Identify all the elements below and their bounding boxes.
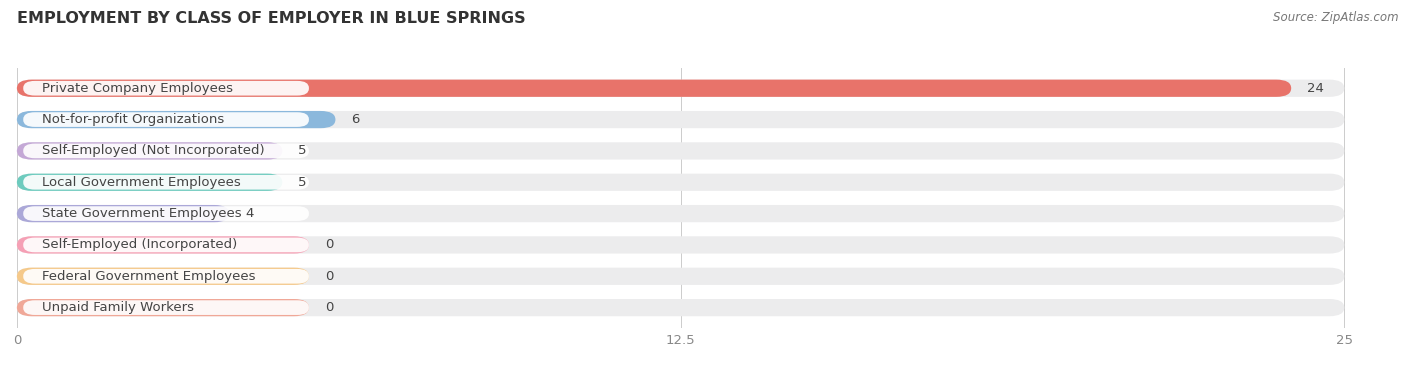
FancyBboxPatch shape (17, 80, 1291, 97)
Text: Private Company Employees: Private Company Employees (42, 82, 233, 95)
FancyBboxPatch shape (17, 236, 1344, 254)
Text: Self-Employed (Incorporated): Self-Employed (Incorporated) (42, 238, 238, 251)
Text: Not-for-profit Organizations: Not-for-profit Organizations (42, 113, 224, 126)
FancyBboxPatch shape (24, 238, 309, 252)
Text: EMPLOYMENT BY CLASS OF EMPLOYER IN BLUE SPRINGS: EMPLOYMENT BY CLASS OF EMPLOYER IN BLUE … (17, 11, 526, 26)
Text: Local Government Employees: Local Government Employees (42, 176, 240, 189)
FancyBboxPatch shape (24, 81, 309, 95)
FancyBboxPatch shape (17, 174, 1344, 191)
FancyBboxPatch shape (24, 112, 309, 127)
Text: Federal Government Employees: Federal Government Employees (42, 270, 256, 283)
FancyBboxPatch shape (17, 299, 309, 316)
FancyBboxPatch shape (17, 236, 309, 254)
FancyBboxPatch shape (17, 268, 309, 285)
Text: 6: 6 (352, 113, 360, 126)
Text: Self-Employed (Not Incorporated): Self-Employed (Not Incorporated) (42, 144, 264, 158)
FancyBboxPatch shape (24, 144, 309, 158)
FancyBboxPatch shape (24, 269, 309, 284)
Text: Source: ZipAtlas.com: Source: ZipAtlas.com (1274, 11, 1399, 24)
FancyBboxPatch shape (17, 268, 1344, 285)
FancyBboxPatch shape (17, 174, 283, 191)
FancyBboxPatch shape (17, 80, 1344, 97)
Text: Unpaid Family Workers: Unpaid Family Workers (42, 301, 194, 314)
FancyBboxPatch shape (17, 111, 1344, 128)
FancyBboxPatch shape (17, 142, 283, 159)
Text: 0: 0 (325, 270, 333, 283)
FancyBboxPatch shape (24, 300, 309, 315)
Text: State Government Employees: State Government Employees (42, 207, 242, 220)
FancyBboxPatch shape (17, 299, 1344, 316)
FancyBboxPatch shape (17, 205, 229, 222)
Text: 4: 4 (245, 207, 253, 220)
FancyBboxPatch shape (24, 175, 309, 190)
FancyBboxPatch shape (17, 205, 1344, 222)
Text: 0: 0 (325, 238, 333, 251)
FancyBboxPatch shape (24, 206, 309, 221)
Text: 24: 24 (1308, 82, 1324, 95)
Text: 5: 5 (298, 176, 307, 189)
Text: 0: 0 (325, 301, 333, 314)
FancyBboxPatch shape (17, 142, 1344, 159)
FancyBboxPatch shape (17, 111, 336, 128)
Text: 5: 5 (298, 144, 307, 158)
